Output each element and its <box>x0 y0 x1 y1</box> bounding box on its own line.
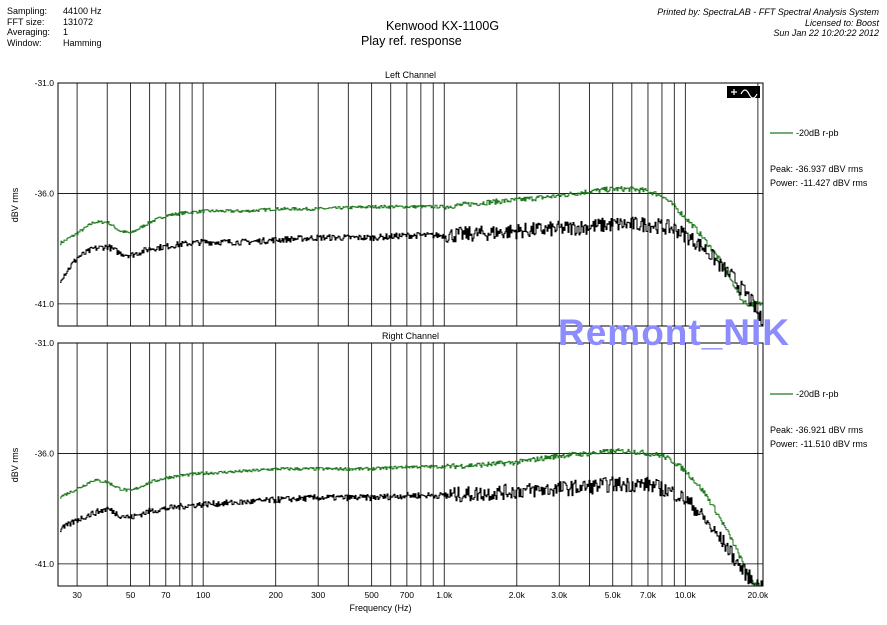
x-tick-label: 5.0k <box>605 590 622 600</box>
setting-value: 131072 <box>63 16 94 27</box>
x-tick-label: 700 <box>400 590 414 600</box>
y-tick-label: -31.0 <box>35 78 55 88</box>
series-line-black <box>60 216 763 326</box>
y-axis-label: dBV rms <box>10 447 20 482</box>
setting-value: 1 <box>63 27 69 37</box>
x-tick-label: 2.0k <box>509 590 526 600</box>
x-tick-label: 300 <box>311 590 325 600</box>
setting-label: Window: <box>7 37 42 48</box>
x-tick-label: 100 <box>196 590 210 600</box>
x-tick-label: 1.0k <box>436 590 453 600</box>
setting-value: Hamming <box>63 37 102 48</box>
y-tick-label: -36.0 <box>35 448 55 458</box>
y-tick-label: -41.0 <box>35 559 55 569</box>
series-line-green <box>60 448 763 586</box>
setting-label: Sampling: <box>7 6 48 16</box>
display-mode-icon <box>727 86 760 98</box>
panel-title: Right Channel <box>382 331 439 341</box>
x-axis-label: Frequency (Hz) <box>349 603 411 613</box>
setting-label: Averaging: <box>7 27 50 37</box>
report-subtitle: Play ref. response <box>361 34 462 48</box>
power-readout: Power: -11.427 dBV rms <box>770 178 868 188</box>
setting-label: FFT size: <box>7 16 45 27</box>
x-tick-label: 500 <box>365 590 379 600</box>
legend-label: -20dB r-pb <box>796 389 839 399</box>
y-axis-label: dBV rms <box>10 187 20 222</box>
printed-by: Printed by: SpectraLAB - FFT Spectral An… <box>657 7 879 17</box>
legend-label: -20dB r-pb <box>796 128 839 138</box>
setting-value: 44100 Hz <box>63 6 102 16</box>
peak-readout: Peak: -36.937 dBV rms <box>770 164 864 174</box>
x-tick-label: 20.0k <box>747 590 769 600</box>
series-line-black <box>60 476 763 586</box>
x-tick-label: 10.0k <box>675 590 697 600</box>
series-line-green <box>60 186 763 307</box>
report-title: Kenwood KX-1100G <box>386 19 500 33</box>
panel-title: Left Channel <box>385 70 436 80</box>
print-date: Sun Jan 22 10:20:22 2012 <box>773 28 879 38</box>
x-tick-label: 7.0k <box>640 590 657 600</box>
x-tick-label: 70 <box>161 590 171 600</box>
plot-frame <box>57 82 764 327</box>
setting-row: Window: Hamming <box>7 38 102 49</box>
plot-frame <box>57 342 764 587</box>
peak-readout: Peak: -36.921 dBV rms <box>770 425 864 435</box>
setting-row: Sampling: 44100 Hz <box>7 6 102 17</box>
y-tick-label: -41.0 <box>35 299 55 309</box>
power-readout: Power: -11.510 dBV rms <box>770 439 868 449</box>
y-tick-label: -36.0 <box>35 188 55 198</box>
measurement-settings: Sampling: 44100 Hz FFT size: 131072 Averag… <box>7 6 102 48</box>
licensed-to: Licensed to: Boost <box>804 17 879 28</box>
setting-row: FFT size: 131072 <box>7 17 102 28</box>
x-tick-label: 200 <box>269 590 283 600</box>
x-tick-label: 50 <box>126 590 136 600</box>
x-tick-label: 30 <box>72 590 82 600</box>
display-mode-icon-wave <box>740 89 758 99</box>
display-mode-icon-plus <box>731 89 737 95</box>
setting-row: Averaging: 1 <box>7 27 102 38</box>
y-tick-label: -31.0 <box>35 338 55 348</box>
watermark-text: Remont_NIK <box>558 312 791 353</box>
print-info: Printed by: SpectraLAB - FFT Spectral An… <box>657 7 879 39</box>
x-tick-label: 3.0k <box>551 590 568 600</box>
